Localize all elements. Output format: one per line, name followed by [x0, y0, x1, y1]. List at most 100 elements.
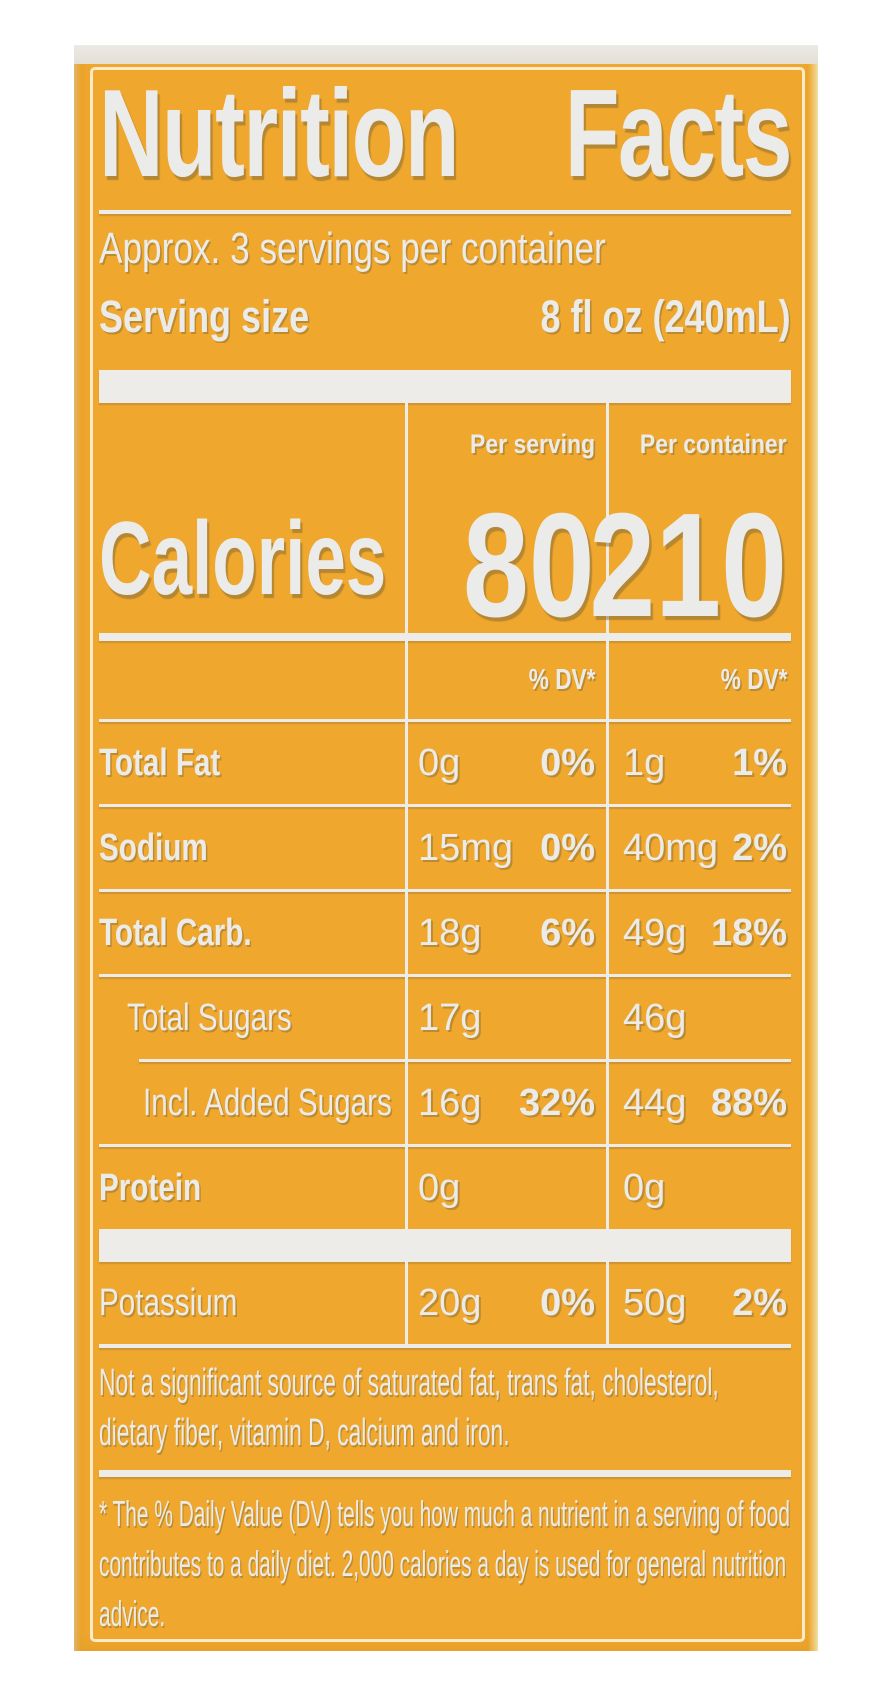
- servings-per-container: Approx. 3 servings per container: [99, 224, 791, 278]
- nutrient-name: Protein: [99, 1166, 202, 1209]
- container-daily-value: 18%: [710, 911, 787, 954]
- calories-label: Calories: [99, 501, 387, 617]
- container-amount: 1g: [623, 741, 666, 784]
- nutrient-serving-cell: 15mg 0%: [405, 827, 606, 870]
- nutrition-label-photo: Nutrition Facts Approx. 3 servings per c…: [74, 45, 818, 1651]
- row-divider: [99, 974, 791, 977]
- nutrient-name: Sodium: [99, 826, 208, 869]
- title-block: Nutrition Facts: [99, 65, 792, 203]
- label-content: Nutrition Facts Approx. 3 servings per c…: [99, 65, 792, 1639]
- nutrient-row: Potassium 20g 0% 50g 2%: [99, 1262, 791, 1344]
- label-frame-border: [90, 67, 805, 1642]
- title-word-nutrition: Nutrition: [99, 65, 459, 203]
- nutrient-serving-cell: 16g 32%: [405, 1082, 606, 1125]
- row-divider: [99, 889, 791, 892]
- calories-label-cell: Calories: [99, 403, 405, 633]
- label-left-edge: [74, 64, 81, 1651]
- servings-text: Approx. 3 servings per container: [99, 224, 606, 273]
- table-bottom-rule: [99, 1344, 791, 1348]
- calories-section: Calories Per serving 80 Per container 2: [99, 403, 791, 648]
- per-serving-header: Per serving: [448, 403, 595, 460]
- title-rule: [99, 210, 791, 214]
- calories-per-container-number: 210: [589, 482, 787, 648]
- nutrient-name: Total Fat: [99, 741, 221, 784]
- dv-header-serving: % DV*: [405, 664, 606, 697]
- column-divider-serving: [405, 403, 408, 1347]
- container-amount: 44g: [623, 1081, 687, 1124]
- serving-daily-value: 0%: [540, 741, 595, 784]
- dv-header-container: % DV*: [606, 664, 791, 697]
- row-divider: [139, 1059, 791, 1062]
- dv-header-container-text: % DV*: [720, 663, 787, 696]
- nutrient-container-cell: 1g 1%: [606, 742, 791, 785]
- title-word-facts: Facts: [564, 65, 792, 203]
- per-container-header: Per container: [614, 403, 787, 460]
- container-daily-value: 2%: [732, 1281, 787, 1324]
- calories-per-serving-number: 80: [463, 482, 595, 648]
- per-container-header-text: Per container: [640, 429, 787, 459]
- nutrient-rows: Total Fat 0g 0% 1g 1% Sodium 15mg 0% 40m…: [99, 719, 791, 1344]
- row-divider: [99, 719, 791, 722]
- thick-divider-top: [99, 370, 791, 403]
- calories-per-serving-cell: Per serving 80: [405, 403, 606, 648]
- nutrient-name-cell: Incl. Added Sugars: [99, 1082, 405, 1125]
- nutrient-row: Incl. Added Sugars 16g 32% 44g 88%: [99, 1062, 791, 1144]
- nutrient-name: Total Carb.: [99, 911, 252, 954]
- footnote-sources-text: Not a significant source of saturated fa…: [99, 1362, 719, 1454]
- calories-per-container-value: 210: [540, 482, 787, 648]
- page-title: Nutrition Facts: [99, 65, 792, 203]
- serving-amount: 17g: [418, 996, 482, 1039]
- nutrient-serving-cell: 17g: [405, 997, 606, 1040]
- nutrient-container-cell: 40mg 2%: [606, 827, 791, 870]
- nutrient-container-cell: 0g: [606, 1167, 791, 1210]
- nutrient-container-cell: 46g: [606, 997, 791, 1040]
- per-serving-header-text: Per serving: [469, 429, 595, 459]
- nutrient-name-cell: Total Carb.: [99, 912, 405, 955]
- nutrient-row: Total Carb. 18g 6% 49g 18%: [99, 892, 791, 974]
- serving-amount: 20g: [418, 1281, 482, 1324]
- nutrient-serving-cell: 0g 0%: [405, 742, 606, 785]
- serving-amount: 0g: [418, 1166, 461, 1209]
- nutrient-name-cell: Sodium: [99, 827, 405, 870]
- container-daily-value: 1%: [732, 741, 787, 784]
- footnote-dv-text: * The % Daily Value (DV) tells you how m…: [99, 1493, 790, 1634]
- container-daily-value: 2%: [732, 826, 787, 869]
- thick-divider: [99, 1229, 791, 1262]
- serving-daily-value: 6%: [540, 911, 595, 954]
- serving-amount: 0g: [418, 741, 461, 784]
- serving-amount: 15mg: [418, 826, 514, 869]
- serving-amount: 16g: [418, 1081, 482, 1124]
- nutrient-name-cell: Total Fat: [99, 742, 405, 785]
- nutrient-serving-cell: 20g 0%: [405, 1282, 606, 1325]
- nutrient-row: Sodium 15mg 0% 40mg 2%: [99, 807, 791, 889]
- serving-amount: 18g: [418, 911, 482, 954]
- nutrient-container-cell: 44g 88%: [606, 1082, 791, 1125]
- nutrient-serving-cell: 0g: [405, 1167, 606, 1210]
- calories-per-container-cell: Per container 210: [589, 403, 791, 639]
- calories-bottom-rule: [99, 633, 791, 641]
- footnote-dv-block: * The % Daily Value (DV) tells you how m…: [99, 1489, 791, 1639]
- calories-per-serving-value: 80: [430, 482, 595, 648]
- column-divider-container: [606, 403, 609, 1347]
- serving-daily-value: 0%: [540, 1281, 595, 1324]
- nutrient-name: Potassium: [99, 1281, 238, 1324]
- nutrient-name-cell: Total Sugars: [99, 997, 405, 1040]
- dv-header-serving-text: % DV*: [528, 663, 595, 696]
- footnote-divider: [99, 1470, 791, 1477]
- serving-size-row: Serving size 8 fl oz (240mL): [99, 288, 791, 346]
- row-divider: [99, 804, 791, 807]
- nutrient-name-cell: Protein: [99, 1167, 405, 1210]
- container-amount: 40mg: [623, 826, 719, 869]
- nutrient-row: Total Sugars 17g 46g: [99, 977, 791, 1059]
- nutrient-serving-cell: 18g 6%: [405, 912, 606, 955]
- row-divider: [99, 1144, 791, 1147]
- nutrition-grid: Calories Per serving 80 Per container 2: [99, 403, 791, 1348]
- nutrient-container-cell: 50g 2%: [606, 1282, 791, 1325]
- container-amount: 0g: [623, 1166, 666, 1209]
- label-right-edge: [808, 64, 818, 1651]
- nutrient-row: Total Fat 0g 0% 1g 1%: [99, 722, 791, 804]
- container-amount: 50g: [623, 1281, 687, 1324]
- label-top-edge: [74, 45, 818, 64]
- footnote-sources-block: Not a significant source of saturated fa…: [99, 1358, 791, 1460]
- serving-daily-value: 0%: [540, 826, 595, 869]
